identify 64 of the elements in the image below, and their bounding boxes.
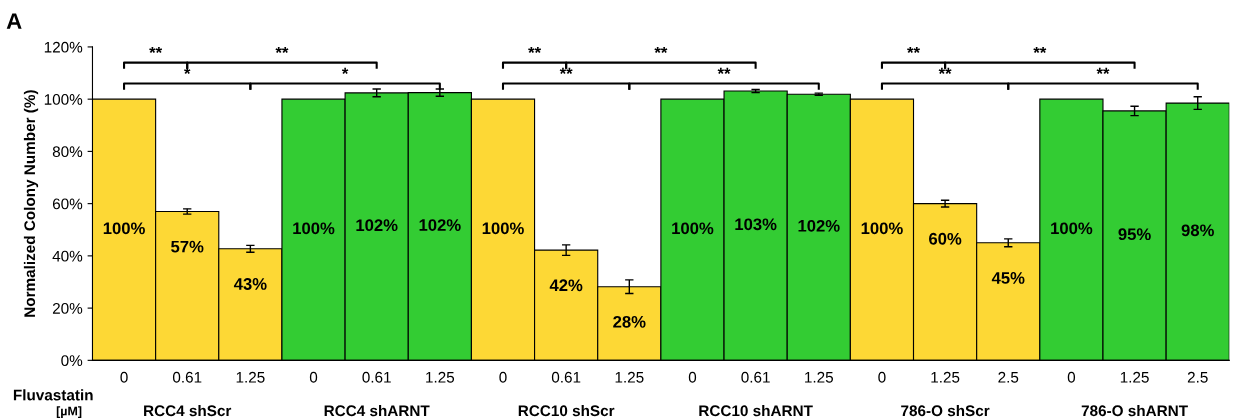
- x-tick-label: 1.25: [805, 371, 834, 383]
- data-label: 103%: [735, 218, 777, 231]
- annotation: **: [1033, 46, 1047, 54]
- annotation: **: [907, 46, 920, 54]
- data-label: 60%: [929, 232, 962, 245]
- text: 786-O shARNT: [1081, 404, 1188, 417]
- data-label: 102%: [356, 219, 398, 232]
- data-label: 100%: [293, 222, 335, 235]
- annotation: **: [149, 46, 163, 54]
- text: A: [6, 13, 22, 29]
- x-tick-label: 1.25: [615, 371, 644, 383]
- x-tick-label: 1.25: [931, 371, 960, 383]
- y-axis-title: Normalized Colony Number (%): [23, 90, 39, 317]
- text: RCC10 shARNT: [699, 404, 813, 417]
- data-label: 45%: [991, 272, 1025, 284]
- y-tick-label: 120%: [44, 41, 83, 53]
- annotation: **: [717, 67, 731, 74]
- x-tick-label: 0: [878, 371, 886, 383]
- y-tick-label: 0%: [61, 355, 83, 367]
- x-tick-label: 0.61: [362, 371, 391, 383]
- text: RCC10 shScr: [518, 404, 615, 417]
- x-tick-label: 2.5: [998, 371, 1019, 383]
- data-label: 43%: [233, 278, 267, 290]
- data-label: 28%: [613, 315, 646, 328]
- data-label: 98%: [1181, 224, 1214, 237]
- data-label: 95%: [1118, 228, 1151, 241]
- x-tick-label: 0: [309, 371, 318, 383]
- annotation: **: [1096, 67, 1110, 74]
- annotation: **: [528, 46, 542, 54]
- x-tick-label: 1.25: [426, 371, 455, 383]
- y-tick-label: 20%: [52, 302, 83, 314]
- data-label: 42%: [549, 279, 583, 292]
- y-tick-label: 40%: [52, 250, 83, 262]
- text: RCC4 shARNT: [324, 404, 430, 417]
- text: RCC4 shScr: [144, 404, 232, 417]
- x-tick-label: 0: [120, 371, 128, 383]
- data-label: 102%: [798, 219, 840, 232]
- x-axis-title: Fluvastatin [µM]: [13, 389, 93, 418]
- data-label: 100%: [861, 222, 903, 235]
- data-label: 100%: [672, 222, 714, 235]
- data-label: 100%: [1051, 222, 1093, 235]
- x-tick-label: 0: [688, 371, 697, 383]
- y-tick-label: 100%: [44, 94, 83, 105]
- annotation: **: [938, 67, 952, 74]
- x-tick-label: 1.25: [1120, 371, 1149, 383]
- x-tick-label: 0.61: [741, 371, 770, 383]
- x-tick-label: 2.5: [1187, 371, 1208, 383]
- data-label: 100%: [103, 222, 145, 235]
- annotation: *: [341, 67, 349, 74]
- data-label: 57%: [171, 240, 204, 253]
- x-tick-label: 0: [1067, 371, 1076, 383]
- data-label: 102%: [419, 219, 461, 231]
- text: 786-O shScr: [901, 404, 990, 417]
- y-tick-label: 80%: [52, 146, 83, 158]
- x-tick-label: 0.61: [172, 371, 202, 383]
- annotation: **: [275, 46, 289, 54]
- x-tick-label: 0: [499, 371, 507, 383]
- annotation: **: [559, 67, 573, 74]
- annotation: **: [654, 46, 668, 54]
- data-label: 100%: [482, 222, 524, 235]
- y-tick-label: 60%: [52, 198, 83, 210]
- x-tick-label: 0.61: [551, 371, 581, 383]
- annotation: *: [184, 67, 191, 74]
- x-tick-label: 1.25: [236, 371, 265, 383]
